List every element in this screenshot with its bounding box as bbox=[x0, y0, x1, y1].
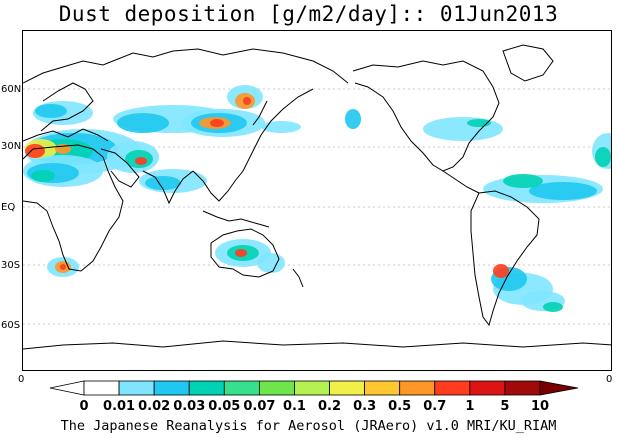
colorbar: 0 0.01 0.02 0.03 0.05 0.07 0.1 0.2 0.3 0.5 0.7 1 5 10 bbox=[49, 380, 579, 414]
colorbar-cell bbox=[504, 380, 541, 396]
lat-label-60s: 60S bbox=[1, 320, 21, 331]
colorbar-cell bbox=[83, 380, 120, 396]
colorbar-tick-label: 0.7 bbox=[423, 399, 446, 414]
colorbar-tick-label: 0 bbox=[79, 399, 88, 414]
colorbar-cell bbox=[364, 380, 401, 396]
map-title: Dust deposition [g/m2/day]:: 01Jun2013 bbox=[58, 2, 559, 26]
dust-region bbox=[117, 113, 169, 133]
colorbar-cell bbox=[434, 380, 471, 396]
colorbar-right-corner-label: 0 bbox=[606, 374, 613, 385]
dust-region bbox=[35, 104, 67, 118]
dust-region bbox=[25, 144, 45, 158]
colorbar-cell bbox=[469, 380, 506, 396]
dust-region bbox=[261, 121, 301, 133]
dust-region bbox=[345, 109, 361, 129]
colorbar-cell bbox=[258, 380, 295, 396]
colorbar-cell bbox=[399, 380, 436, 396]
colorbar-tick-label: 0.1 bbox=[283, 399, 306, 414]
dust-region bbox=[423, 117, 503, 141]
map-canvas bbox=[23, 44, 611, 350]
colorbar-tick-label: 0.2 bbox=[318, 399, 341, 414]
colorbar-cell bbox=[329, 380, 366, 396]
lat-label-30n: 30N bbox=[1, 141, 22, 152]
dust-region bbox=[210, 119, 224, 127]
lat-label-60n: 60N bbox=[1, 84, 22, 95]
lat-label-eq: EQ bbox=[1, 202, 16, 213]
colorbar-tick-label: 1 bbox=[465, 399, 474, 414]
colorbar-cell bbox=[294, 380, 330, 396]
dust-region bbox=[543, 302, 563, 312]
colorbar-tick-label: 0.03 bbox=[173, 399, 205, 414]
colorbar-tick-label: 5 bbox=[500, 399, 509, 414]
dust-region bbox=[529, 182, 597, 200]
colorbar-tick-label: 0.3 bbox=[353, 399, 376, 414]
dust-region bbox=[235, 249, 247, 257]
coastlines bbox=[23, 44, 611, 350]
dust-region bbox=[60, 264, 66, 270]
dust-region bbox=[493, 264, 509, 278]
footer-credit: The Japanese Reanalysis for Aerosol (JRA… bbox=[60, 418, 557, 434]
dust-region bbox=[243, 97, 251, 105]
colorbar-left-corner-label: 0 bbox=[18, 374, 25, 385]
colorbar-lower-arrow bbox=[49, 380, 85, 396]
map-frame bbox=[22, 30, 612, 371]
colorbar-cell bbox=[188, 380, 225, 396]
dust-region bbox=[135, 157, 147, 165]
colorbar-tick-label: 0.05 bbox=[208, 399, 240, 414]
colorbar-cell bbox=[153, 380, 190, 396]
colorbar-upper-arrow bbox=[539, 380, 579, 396]
colorbar-cell bbox=[223, 380, 260, 396]
colorbar-tick-label: 0.01 bbox=[103, 399, 135, 414]
colorbar-tick-label: 0.02 bbox=[138, 399, 170, 414]
dust-region bbox=[145, 176, 181, 190]
dust-region bbox=[31, 170, 55, 182]
dust-region bbox=[595, 147, 611, 167]
colorbar-cell bbox=[118, 380, 155, 396]
colorbar-tick-label: 10 bbox=[531, 399, 549, 414]
dust-deposition-field bbox=[23, 85, 611, 312]
lat-label-30s: 30S bbox=[1, 260, 21, 271]
colorbar-tick-label: 0.5 bbox=[388, 399, 411, 414]
colorbar-tick-label: 0.07 bbox=[243, 399, 275, 414]
dust-region bbox=[257, 253, 285, 273]
dust-region bbox=[503, 174, 543, 188]
